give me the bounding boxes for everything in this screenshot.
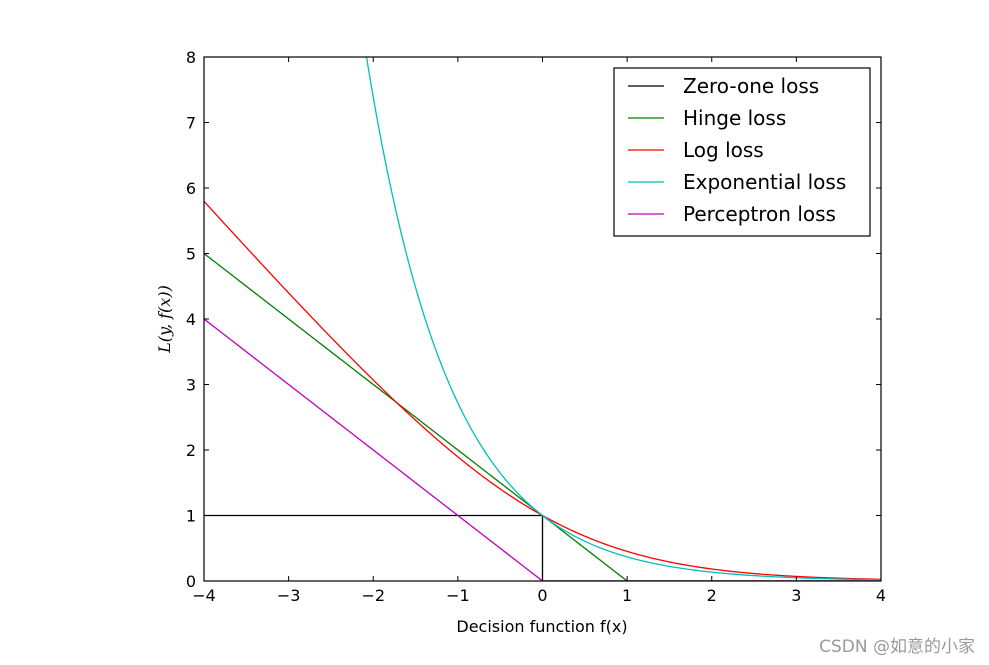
- legend-entry: Zero-one loss: [683, 74, 819, 98]
- legend-entry: Exponential loss: [683, 170, 846, 194]
- legend-entry: Hinge loss: [683, 106, 786, 130]
- x-tick-label: −1: [446, 586, 470, 605]
- x-tick-label: 2: [707, 586, 717, 605]
- series-layer: [204, 57, 881, 581]
- y-tick-label: 2: [186, 441, 196, 460]
- y-tick-label: 0: [186, 572, 196, 591]
- x-tick-label: 0: [537, 586, 547, 605]
- x-tick-label: 3: [791, 586, 801, 605]
- y-axis-label: L(y, f(x)): [155, 285, 174, 354]
- legend: Zero-one loss Hinge loss Log loss Exponenti…: [613, 67, 871, 237]
- legend-entry: Log loss: [683, 138, 764, 162]
- y-tick-label: 1: [186, 507, 196, 526]
- series-line-zero-one-loss: [204, 514, 881, 581]
- y-tick-label: 3: [186, 376, 196, 395]
- watermark: CSDN @如意的小家: [819, 637, 975, 657]
- y-tick-label: 5: [186, 245, 196, 264]
- y-tick-label: 7: [186, 114, 196, 133]
- x-tick-label: 1: [622, 586, 632, 605]
- y-tick-label: 4: [186, 310, 196, 329]
- y-tick-label: 8: [186, 48, 196, 67]
- x-tick-label: −2: [361, 586, 385, 605]
- legend-box: [613, 67, 871, 237]
- series-line-perceptron-loss: [204, 318, 881, 581]
- x-tick-label: −3: [277, 586, 301, 605]
- legend-entry: Perceptron loss: [683, 202, 836, 226]
- x-tick-label: −4: [192, 586, 216, 605]
- y-tick-label: 6: [186, 179, 196, 198]
- x-axis-label: Decision function f(x): [456, 617, 627, 636]
- series-line-exponential-loss: [365, 57, 881, 581]
- x-tick-label: 4: [876, 586, 886, 605]
- ticks-layer: −4 −3 −2 −1 0 1 2 3 4 0 1 2 3 4 5 6 7 8: [186, 48, 886, 605]
